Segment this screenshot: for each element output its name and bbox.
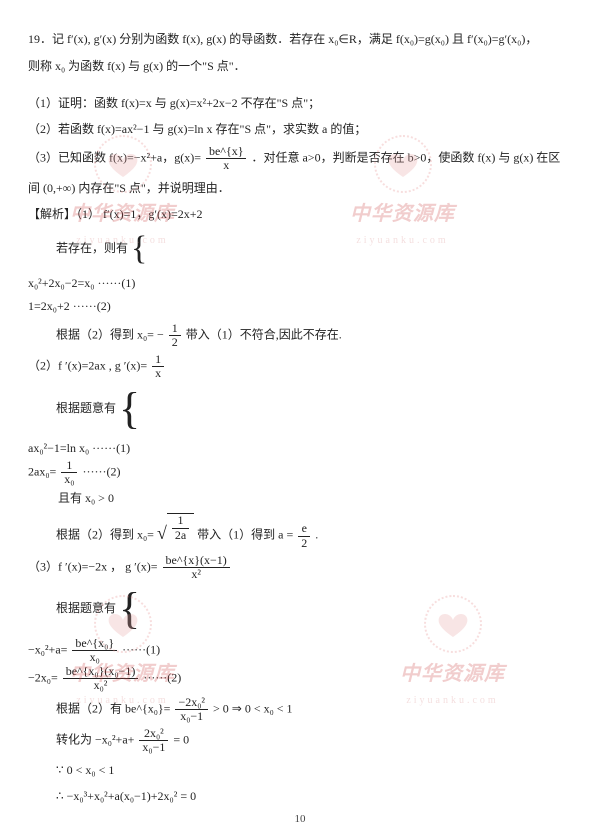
frac-one-x0: 1x₀: [61, 459, 77, 486]
sol3-head: （3）f ′(x)=−2x ， g ′(x)= be^{x}(x−1)x²: [28, 554, 572, 581]
sol2-eq2: 2ax₀= 1x₀ ······(2): [28, 459, 572, 486]
q19-intro2: 则称 x₀ 为函数 f(x) 与 g(x) 的一个"S 点"．: [28, 55, 572, 78]
sol3-r2-b: = 0: [173, 733, 189, 747]
sol3-r3: ∵ 0 < x₀ < 1: [28, 759, 572, 782]
sol2-res: 根据（2）得到 x₀= √ 12a 带入（1）得到 a = e2 .: [28, 513, 572, 549]
sol3-eq2: −2x₀= be^{x₀}(x₀−1)x₀² ······(2): [28, 665, 572, 692]
frac-one-x: 1x: [152, 353, 164, 380]
sol3-r1: 根据（2）有 be^{x₀}= −2x₀²x₀−1 > 0 ⇒ 0 < x₀ <…: [28, 696, 572, 723]
sol3-eq1-a: −x₀²+a=: [28, 643, 67, 657]
sol3-eq1-b: ······(1): [122, 643, 160, 657]
sol1-eq1: x₀²+2x₀−2=x₀ ······(1): [28, 272, 572, 295]
sol1-pref: 若存在，则有: [56, 241, 128, 255]
sol1-eq2: 1=2x₀+2 ······(2): [28, 295, 572, 318]
sol1-res-b: 带入（1）不符合,因此不存在.: [186, 327, 342, 341]
sol3-eq2-b: ······(2): [143, 670, 181, 684]
sol2-eq1: ax₀²−1=ln x₀ ······(1): [28, 437, 572, 460]
sol1-system: 若存在，则有 {: [28, 230, 572, 268]
sol-head: 【解析】（1） f′(x)=1，g′(x)=2x+2: [28, 203, 572, 226]
q19-part3: （3）已知函数 f(x)=−x²+a，g(x)= be^{x}x ．对任意 a>…: [28, 145, 572, 172]
sol3-r4: ∴ −x₀³+x₀²+a(x₀−1)+2x₀² = 0: [28, 785, 572, 808]
sol2-cond: 且有 x₀ > 0: [58, 491, 114, 505]
sol2-res-b: 带入（1）得到 a =: [197, 528, 293, 542]
frac-s3l1: be^{x₀}x₀: [72, 637, 117, 664]
frac-half: 12: [169, 322, 181, 349]
sol3-r2-a: 转化为 −x₀²+a+: [56, 733, 134, 747]
sol3-eq2-a: −2x₀=: [28, 670, 58, 684]
sol2-head: （2）f ′(x)=2ax , g ′(x)= 1x: [28, 353, 572, 380]
sol2-eq2-a: 2ax₀=: [28, 465, 56, 479]
sol2-system: 根据题意有 {: [28, 385, 572, 433]
q19-intro: 19．记 f′(x), g′(x) 分别为函数 f(x), g(x) 的导函数．…: [28, 28, 572, 51]
sol1-res-a: 根据（2）得到 x₀= −: [56, 327, 164, 341]
sqrt-1-2a: √ 12a: [157, 513, 194, 541]
sol2-eq2-b: ······(2): [82, 465, 120, 479]
brace-icon: {: [119, 587, 140, 631]
sol3-system: 根据题意有 {: [28, 585, 572, 633]
q19-part1: （1）证明：函数 f(x)=x 与 g(x)=x²+2x−2 不存在"S 点"；: [28, 92, 572, 115]
sol3-pref: 根据题意有: [56, 601, 116, 615]
sol2-head-a: （2）f ′(x)=2ax , g ′(x)=: [28, 359, 147, 373]
sol3-r2: 转化为 −x₀²+a+ 2x₀²x₀−1 = 0: [28, 727, 572, 754]
frac-s3r2: 2x₀²x₀−1: [139, 727, 168, 754]
sol2-res-c: .: [315, 528, 318, 542]
p3-a: （3）已知函数 f(x)=−x²+a，g(x)=: [28, 151, 201, 165]
frac-e-2: e2: [298, 522, 310, 549]
frac-s3l2: be^{x₀}(x₀−1)x₀²: [63, 665, 139, 692]
sol1-res: 根据（2）得到 x₀= − 12 带入（1）不符合,因此不存在.: [28, 322, 572, 349]
sol3-r1-a: 根据（2）有 be^{x₀}=: [56, 701, 170, 715]
page-number: 10: [0, 809, 600, 830]
sol2-pref: 根据题意有: [56, 400, 116, 414]
sol2-res-a: 根据（2）得到 x₀=: [56, 528, 154, 542]
sol3-eq1: −x₀²+a= be^{x₀}x₀ ······(1): [28, 637, 572, 664]
sol3-head-a: （3）f ′(x)=−2x ， g ′(x)=: [28, 559, 158, 573]
q19-part2: （2）若函数 f(x)=ax²−1 与 g(x)=ln x 存在"S 点"，求实…: [28, 118, 572, 141]
sol3-r1-b: > 0 ⇒ 0 < x₀ < 1: [213, 701, 293, 715]
frac-s3r1: −2x₀²x₀−1: [175, 696, 208, 723]
brace-icon: {: [119, 387, 140, 431]
frac-g3: be^{x}(x−1)x²: [163, 554, 230, 581]
brace-icon: {: [131, 232, 147, 266]
frac-bex-x: be^{x}x: [206, 145, 246, 172]
q19-part3c: 间 (0,+∞) 内存在"S 点"，并说明理由．: [28, 177, 572, 200]
p3-b: ．对任意 a>0，判断是否存在 b>0，使函数 f(x) 与 g(x) 在区: [251, 151, 560, 165]
